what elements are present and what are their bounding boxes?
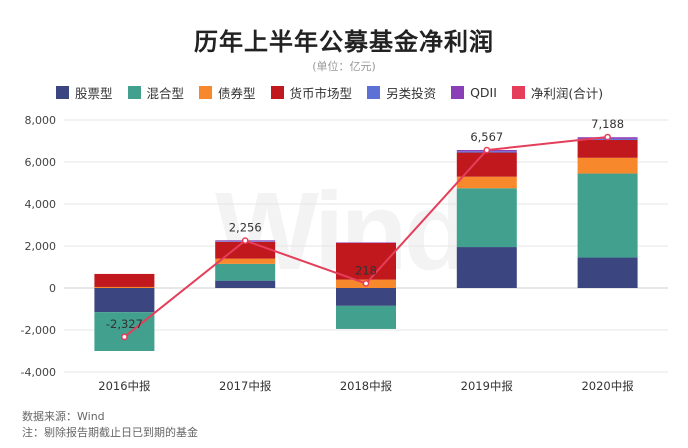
bar-segment bbox=[94, 288, 155, 313]
legend-swatch bbox=[511, 85, 525, 99]
legend-item: QDII bbox=[451, 85, 497, 100]
legend-item: 货币市场型 bbox=[270, 83, 353, 102]
bars bbox=[94, 137, 638, 351]
bar-segment bbox=[94, 312, 155, 351]
x-tick-label: 2017中报 bbox=[219, 379, 272, 393]
bar-segment bbox=[94, 273, 155, 287]
legend-label: 货币市场型 bbox=[289, 85, 353, 101]
line-point bbox=[362, 280, 370, 287]
legend-label: 净利润(合计) bbox=[530, 85, 604, 101]
bar-segment bbox=[336, 242, 396, 243]
line-point bbox=[121, 333, 128, 341]
y-tick-label: 4,000 bbox=[25, 198, 57, 211]
legend-swatch bbox=[451, 85, 465, 99]
legend-label: 股票型 bbox=[75, 85, 113, 101]
bar-segment bbox=[215, 258, 276, 264]
bar-segment bbox=[577, 173, 638, 258]
footnote: 注：剔除报告期截止日已到期的基金 bbox=[22, 426, 198, 439]
data-label: 2,256 bbox=[229, 221, 262, 235]
legend-label: QDII bbox=[470, 84, 497, 100]
legend-item: 股票型 bbox=[56, 83, 113, 102]
legend-swatch bbox=[56, 85, 69, 99]
legend-swatch bbox=[199, 85, 213, 99]
x-axis: 2016中报 2017中报 2018中报 2019中报 2020中报 bbox=[98, 379, 634, 393]
x-tick-label: 2016中报 bbox=[98, 379, 151, 393]
bar-segment bbox=[577, 257, 638, 288]
legend-swatch bbox=[270, 85, 284, 99]
legend-item: 债券型 bbox=[199, 83, 256, 102]
y-tick-label: 8,000 bbox=[25, 114, 57, 127]
data-label: 218 bbox=[355, 263, 377, 277]
y-tick-label: 6,000 bbox=[25, 156, 57, 169]
legend-item: 净利润(合计) bbox=[511, 83, 604, 102]
bar-segment bbox=[577, 157, 638, 174]
bar-segment bbox=[215, 263, 276, 281]
line-point bbox=[241, 237, 249, 244]
y-tick-label: 2,000 bbox=[25, 240, 57, 253]
x-tick-label: 2020中报 bbox=[581, 379, 634, 393]
bar-segment bbox=[336, 305, 396, 329]
legend-item: 混合型 bbox=[127, 83, 185, 102]
bar-segment bbox=[94, 286, 155, 288]
x-tick-label: 2018中报 bbox=[340, 379, 393, 393]
x-tick-label: 2019中报 bbox=[461, 379, 514, 393]
line-point bbox=[604, 133, 611, 141]
legend-item: 另类投资 bbox=[367, 83, 436, 102]
chart-title: 历年上半年公募基金净利润 bbox=[194, 28, 494, 56]
y-tick-label: -2,000 bbox=[21, 324, 56, 337]
data-source: 数据来源：Wind bbox=[22, 410, 105, 423]
y-tick-label: 0 bbox=[49, 282, 56, 295]
y-axis: -4,000 -2,000 0 2,000 4,000 6,000 8,000 bbox=[21, 114, 56, 379]
legend-label: 另类投资 bbox=[386, 85, 437, 101]
legend-swatch bbox=[127, 85, 141, 99]
data-label: 7,188 bbox=[591, 117, 624, 131]
legend: 股票型 混合型 债券型 货币市场型 另类投资 QDII 净利润(合计) bbox=[56, 82, 603, 102]
chart-unit: (单位：亿元) bbox=[312, 60, 376, 73]
bar-segment bbox=[215, 280, 276, 288]
legend-swatch bbox=[367, 85, 381, 99]
legend-label: 债券型 bbox=[218, 85, 256, 101]
bar-segment bbox=[456, 176, 517, 189]
data-label: 6,567 bbox=[470, 130, 503, 144]
bar-segment bbox=[456, 247, 517, 288]
bar-segment bbox=[577, 139, 638, 158]
bar-segment bbox=[456, 188, 517, 248]
legend-label: 混合型 bbox=[146, 85, 185, 101]
line-point bbox=[483, 146, 491, 154]
bar-segment bbox=[336, 288, 396, 306]
data-label: -2,327 bbox=[106, 317, 143, 331]
y-tick-label: -4,000 bbox=[21, 366, 56, 379]
net-profit-line: -2,327 2,256 218 6,567 7,188 bbox=[106, 117, 624, 341]
